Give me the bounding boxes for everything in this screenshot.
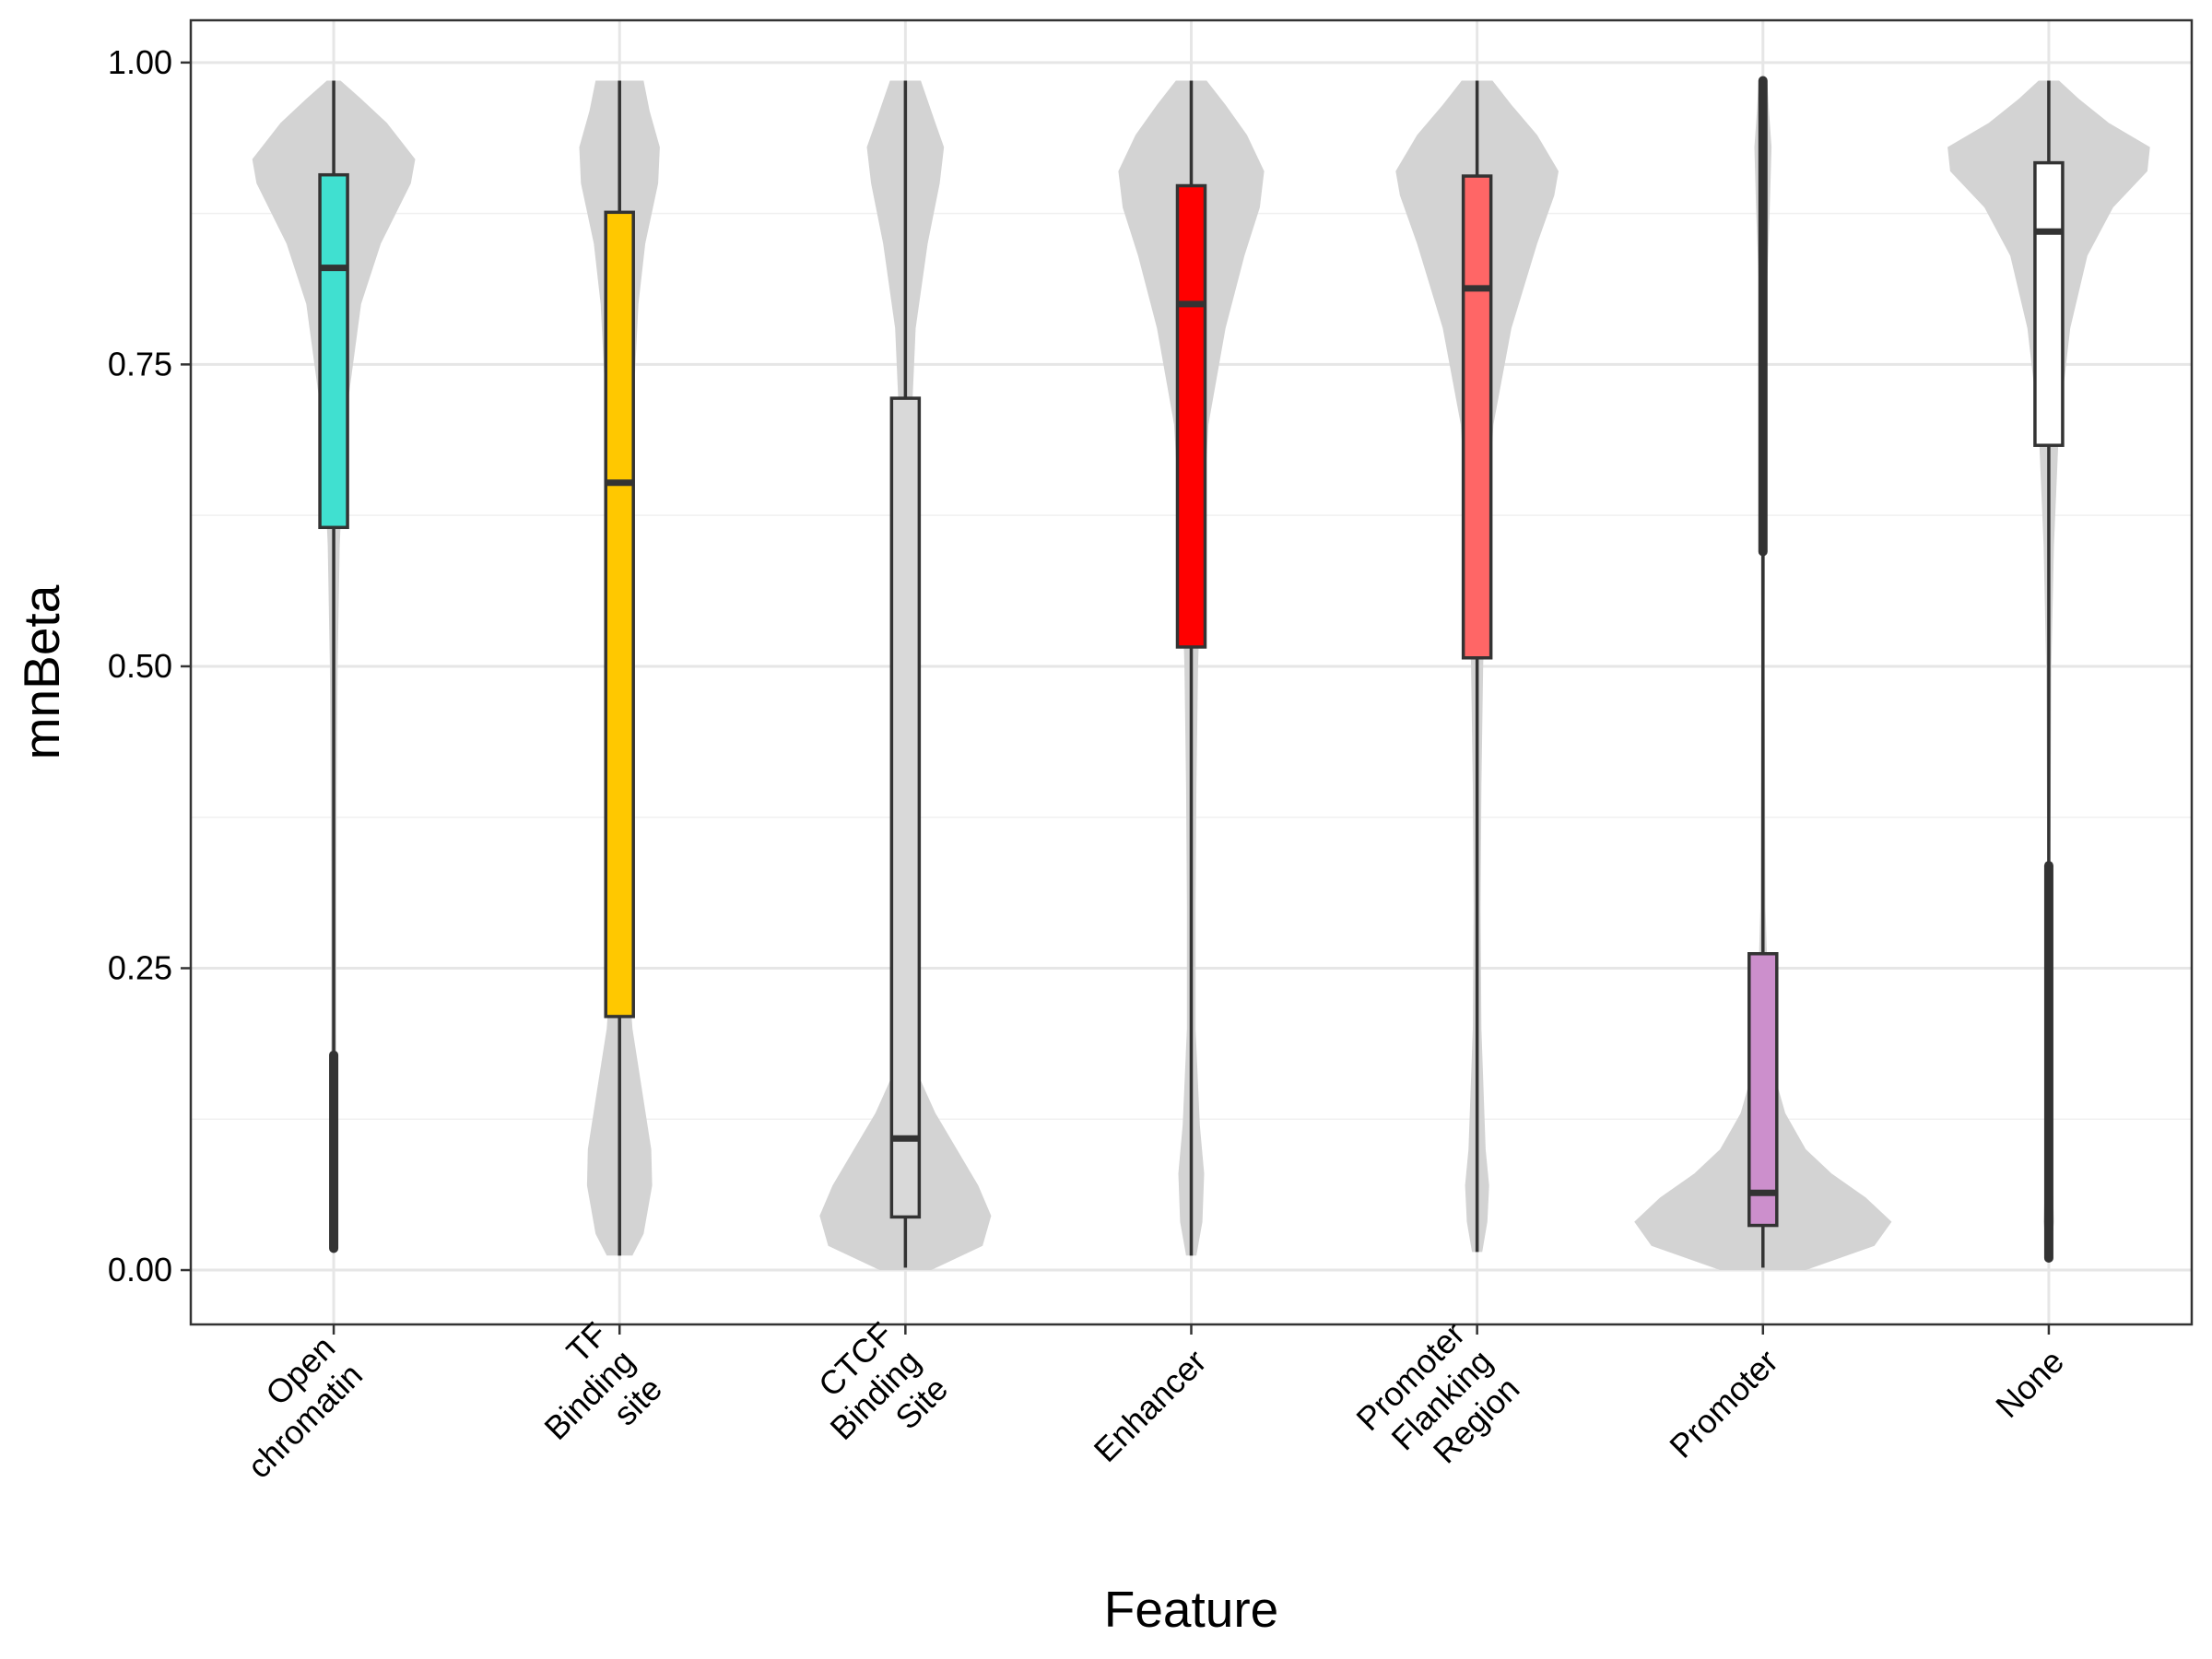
y-tick-label: 0.25 xyxy=(108,948,172,986)
y-tick-label: 0.50 xyxy=(108,647,172,685)
y-tick-label: 1.00 xyxy=(108,43,172,81)
box-iqr xyxy=(318,172,349,530)
box-iqr xyxy=(1747,952,1779,1228)
y-tick-label: 0.00 xyxy=(108,1251,172,1288)
box-iqr xyxy=(604,210,635,1018)
box-iqr xyxy=(1175,183,1207,649)
box-iqr xyxy=(2033,160,2065,447)
y-axis-title: mnBeta xyxy=(13,584,70,759)
box-iqr xyxy=(1461,174,1493,660)
y-tick-label: 0.75 xyxy=(108,345,172,382)
y-axis: 0.00 0.25 0.50 0.75 1.00 xyxy=(108,43,191,1288)
boxplot-layer xyxy=(318,76,2065,1268)
x-axis-title: Feature xyxy=(1104,1581,1279,1638)
box-iqr xyxy=(889,396,922,1219)
